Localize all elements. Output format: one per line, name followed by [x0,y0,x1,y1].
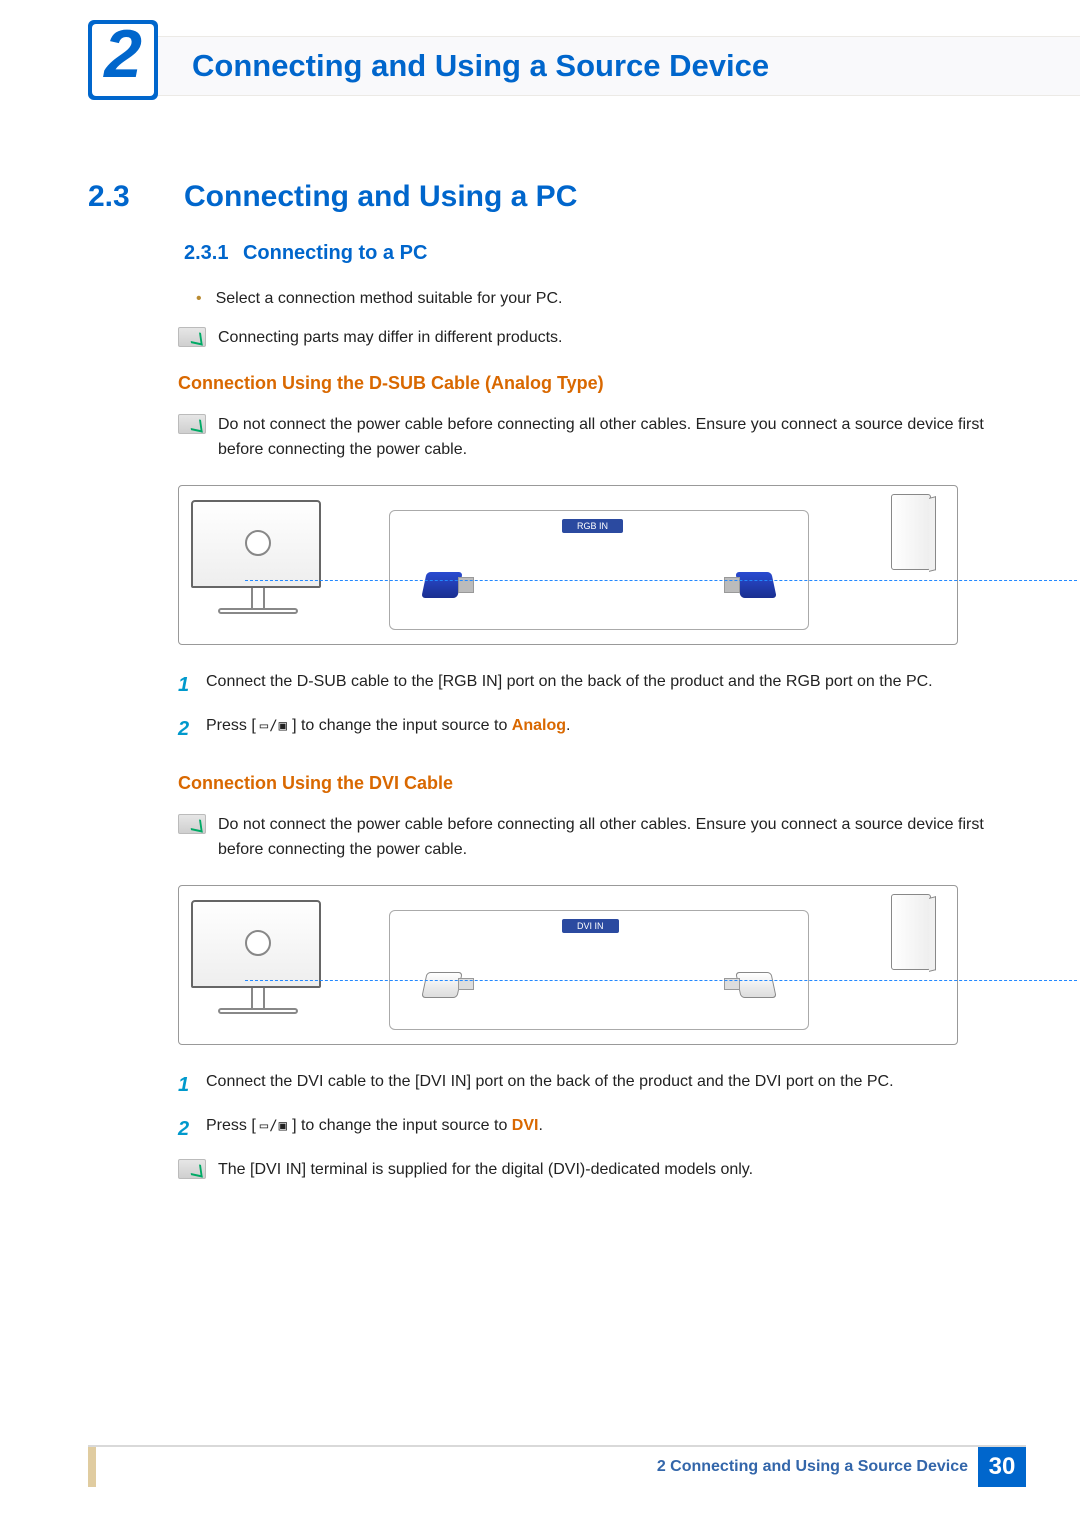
step-number: 2 [178,1113,206,1145]
dvi-step-2: 2 Press [▭/▣] to change the input source… [178,1113,992,1145]
note-row: Connecting parts may differ in different… [178,325,992,351]
pc-tower-illustration [891,894,931,970]
cable-line [245,580,1077,581]
source-button-icon: ▭/▣ [256,715,292,737]
input-source-analog: Analog [512,717,566,734]
page-footer: 2 Connecting and Using a Source Device 3… [88,1445,1026,1487]
section-title: Connecting and Using a PC [184,180,577,214]
note-icon [178,1159,206,1179]
bullet-dot-icon: • [196,287,202,311]
port-label: DVI IN [562,919,619,933]
page-number: 30 [978,1447,1026,1487]
dsub-connector-left [424,569,478,601]
step-text: Press [▭/▣] to change the input source t… [206,1113,543,1139]
dsub-connector-right [720,569,774,601]
dvi-warning-row: Do not connect the power cable before co… [178,812,992,863]
dsub-step-1: 1 Connect the D-SUB cable to the [RGB IN… [178,669,992,701]
monitor-illustration [191,500,341,630]
note-icon [178,814,206,834]
page-content: 2.3 Connecting and Using a PC 2.3.1 Conn… [88,180,992,1205]
dsub-heading: Connection Using the D-SUB Cable (Analog… [178,373,992,394]
step-text: Press [▭/▣] to change the input source t… [206,713,570,739]
step-number: 1 [178,669,206,701]
bullet-text: Select a connection method suitable for … [216,287,563,311]
subsection-title: Connecting to a PC [243,242,427,264]
source-button-icon: ▭/▣ [256,1115,292,1137]
section-number: 2.3 [88,180,184,214]
dsub-warning-text: Do not connect the power cable before co… [218,412,992,463]
dsub-diagram: RGB IN [178,485,958,645]
dsub-warning-row: Do not connect the power cable before co… [178,412,992,463]
chapter-badge-inner: 2 [92,24,154,96]
cable-line [245,980,1077,981]
dvi-note-row: The [DVI IN] terminal is supplied for th… [178,1157,992,1183]
dvi-heading: Connection Using the DVI Cable [178,773,992,794]
subsection-heading: 2.3.1 Connecting to a PC [184,242,992,265]
footer-chapter-label: 2 Connecting and Using a Source Device [657,1458,968,1476]
bullet-item: • Select a connection method suitable fo… [196,287,992,311]
step-number: 1 [178,1069,206,1101]
dvi-warning-text: Do not connect the power cable before co… [218,812,992,863]
note-icon [178,327,206,347]
subsection-number: 2.3.1 [184,242,228,264]
dsub-step-2: 2 Press [▭/▣] to change the input source… [178,713,992,745]
monitor-illustration [191,900,341,1030]
chapter-number: 2 [104,20,142,88]
dvi-note-text: The [DVI IN] terminal is supplied for th… [218,1157,753,1183]
dvi-diagram: DVI IN [178,885,958,1045]
input-source-dvi: DVI [512,1117,539,1134]
section-heading: 2.3 Connecting and Using a PC [88,180,992,214]
chapter-header-bar: Connecting and Using a Source Device [88,36,1080,96]
cable-area: RGB IN [389,510,809,630]
dvi-step-1: 1 Connect the DVI cable to the [DVI IN] … [178,1069,992,1101]
step-text: Connect the D-SUB cable to the [RGB IN] … [206,669,933,695]
port-label: RGB IN [562,519,623,533]
step-text: Connect the DVI cable to the [DVI IN] po… [206,1069,894,1095]
pc-tower-illustration [891,494,931,570]
chapter-title: Connecting and Using a Source Device [192,48,769,84]
dvi-connector-left [424,969,478,1001]
note-text: Connecting parts may differ in different… [218,325,562,351]
chapter-badge: 2 [88,20,158,100]
step-number: 2 [178,713,206,745]
dvi-connector-right [720,969,774,1001]
note-icon [178,414,206,434]
cable-area: DVI IN [389,910,809,1030]
